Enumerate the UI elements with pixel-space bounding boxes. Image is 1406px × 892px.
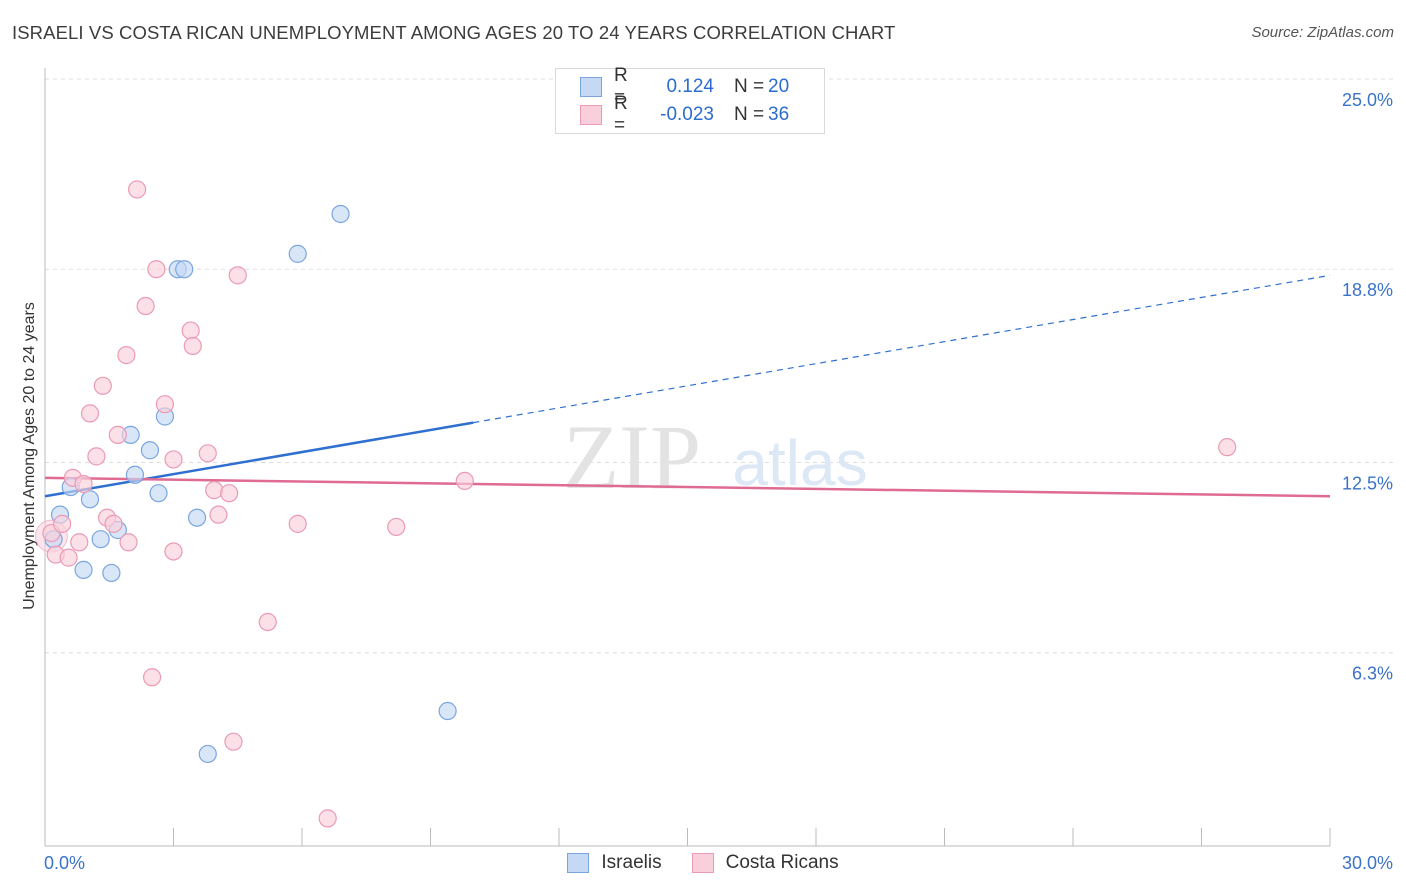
israeli-trend-extension [473,274,1331,424]
n-value: 20 [768,76,790,97]
costa-rican-point [70,533,89,552]
y-tick-label: 12.5% [1342,474,1393,494]
costa-rican-point [220,484,239,503]
n-value: 36 [768,104,790,125]
israeli-point [331,204,350,224]
costa-rican-point [127,180,147,199]
israeli-point [187,508,207,527]
costa-rican-point [228,266,247,285]
costa-rican-point [87,447,106,466]
series-legend: Israelis Costa Ricans [0,852,1406,874]
costa-rican-point [455,471,474,491]
costa-rican-point [288,514,307,533]
legend-label-israelis: Israelis [601,852,662,873]
y-tick-label: 6.3% [1352,664,1393,684]
tick-labels: 6.3% 12.5% 18.8% 25.0% 0.0% 30.0% [44,90,1393,873]
watermark-zip: ZIP [563,406,701,508]
costa-rican-point [318,809,337,828]
israeli-point [140,441,160,460]
legend-item-israelis: Israelis [567,852,662,874]
r-label: R = [614,93,628,136]
watermark: ZIP atlas [563,406,868,508]
costa-rican-point [205,481,224,500]
costa-rican-point [164,542,183,561]
source-label: Source: ZipAtlas.com [1251,24,1394,41]
grid-lines [45,78,1395,654]
legend-row-israelis: R = 0.124 N = 20 [580,65,790,108]
israeli-point [91,530,110,549]
israeli-trend-line [44,421,474,498]
n-label: N = [734,76,765,97]
costa-rican-point [104,514,123,533]
costa-rican-point [183,336,202,356]
y-tick-label: 25.0% [1342,90,1393,110]
costa-ricans-swatch [691,853,714,873]
israeli-point [438,701,457,721]
costa-rican-point [181,321,200,340]
costa-rican-point [74,474,93,494]
costa-rican-point [209,505,228,524]
costa-rican-point [142,668,162,687]
axes [44,68,1331,847]
costa-rican-point [224,732,243,751]
israelis-swatch [567,853,590,873]
costa-rican-point [198,444,217,463]
israelis-swatch [580,77,602,97]
israeli-point [288,244,307,263]
israeli-point [102,563,121,583]
costa-rican-trend-line [44,476,1331,498]
x-tick-label: 30.0% [1342,853,1393,873]
costa-rican-point [147,260,166,279]
israeli-point [74,560,93,579]
costa-rican-point [93,376,112,395]
legend-row-costa-ricans: R = -0.023 N = 36 [580,93,790,136]
costa-rican-point [155,395,175,414]
costa-rican-point [387,517,406,537]
israeli-point [149,484,168,503]
costa-rican-point [258,612,277,632]
legend-item-costa-ricans: Costa Ricans [691,852,839,874]
costa-rican-point [119,533,138,552]
stats-legend: R = 0.124 N = 20 R = -0.023 N = 36 [555,65,825,136]
israeli-point [198,744,217,764]
costa-rican-point [1218,438,1237,457]
y-tick-label: 18.8% [1342,280,1393,300]
r-value: -0.023 [660,104,714,125]
costa-rican-point [164,450,183,469]
costa-ricans-swatch [580,105,602,125]
costa-rican-point [108,425,127,444]
legend-label-costa-ricans: Costa Ricans [725,852,839,873]
israeli-point [125,465,145,484]
chart-title: ISRAELI VS COSTA RICAN UNEMPLOYMENT AMON… [12,22,896,43]
costa-rican-point [136,296,155,316]
costa-rican-point [117,346,136,365]
costa-rican-point [59,548,78,567]
israeli-point [80,490,100,509]
x-tick-label: 0.0% [44,853,85,873]
n-label: N = [734,104,765,125]
r-label: R = [614,65,628,108]
r-value: 0.124 [666,76,714,97]
israeli-point [175,260,194,279]
costa-rican-point [53,514,72,533]
data-points [34,180,1237,828]
costa-rican-point [80,404,100,423]
trend-lines [44,274,1331,498]
